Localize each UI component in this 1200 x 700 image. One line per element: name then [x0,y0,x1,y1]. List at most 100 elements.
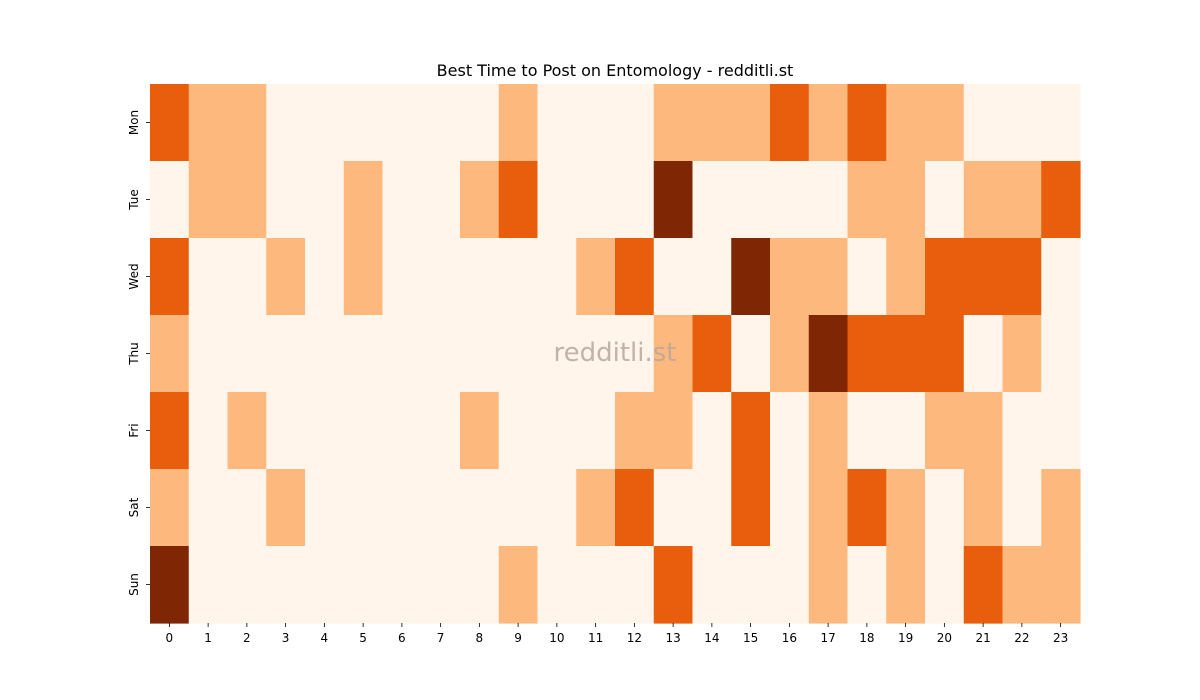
x-tick-label: 2 [243,631,251,645]
heatmap-cell-sun-17 [808,546,849,624]
heatmap-cell-sat-5 [343,469,384,547]
heatmap-cell-fri-1 [188,392,229,470]
heatmap-cell-tue-8 [460,161,500,239]
heatmap-cell-thu-13 [653,315,694,393]
heatmap-cell-tue-3 [266,161,306,239]
heatmap-cell-sat-11 [576,469,616,547]
heatmap-cell-thu-19 [886,315,926,393]
heatmap-cell-tue-20 [925,161,965,239]
heatmap-cell-sat-19 [886,469,926,547]
heatmap-cell-wed-19 [886,238,926,316]
heatmap-cell-wed-22 [1002,238,1042,316]
x-tick-label: 12 [627,631,642,645]
heatmap-cell-fri-14 [692,392,732,470]
heatmap-cell-sun-12 [615,546,655,624]
heatmap-cell-sun-15 [731,546,771,624]
heatmap-cell-sat-22 [1002,469,1042,547]
heatmap-cell-tue-5 [343,161,384,239]
heatmap-cell-sun-2 [227,546,267,624]
y-tick-label: Tue [127,189,141,211]
x-tick-label: 3 [282,631,290,645]
heatmap-cell-tue-14 [692,161,732,239]
y-tick-label: Wed [127,263,141,289]
heatmap-cell-fri-12 [615,392,655,470]
heatmap-cell-sat-15 [731,469,771,547]
heatmap-cell-mon-5 [343,84,384,162]
heatmap-cell-sat-14 [692,469,732,547]
heatmap-cell-sat-16 [770,469,810,547]
heatmap-cell-thu-21 [963,315,1004,393]
heatmap-cell-thu-0 [150,315,190,393]
heatmap-cell-sun-10 [537,546,577,624]
heatmap-cell-thu-1 [188,315,229,393]
heatmap-cell-tue-12 [615,161,655,239]
heatmap-cell-sun-11 [576,546,616,624]
heatmap-cell-thu-14 [692,315,732,393]
heatmap-cell-fri-13 [653,392,694,470]
heatmap-cell-tue-0 [150,161,190,239]
heatmap-cell-sun-20 [925,546,965,624]
x-tick-label: 13 [665,631,680,645]
heatmap-cell-mon-16 [770,84,810,162]
heatmap-cell-fri-16 [770,392,810,470]
x-tick-label: 22 [1014,631,1029,645]
heatmap-cell-sun-19 [886,546,926,624]
heatmap-cell-tue-23 [1041,161,1081,239]
heatmap-cell-sun-22 [1002,546,1042,624]
heatmap-cell-fri-6 [382,392,422,470]
heatmap-cell-fri-4 [305,392,345,470]
heatmap-cell-wed-10 [537,238,577,316]
x-tick-label: 4 [321,631,329,645]
heatmap-cell-sun-5 [343,546,384,624]
heatmap-cell-mon-21 [963,84,1004,162]
heatmap-cell-mon-13 [653,84,694,162]
heatmap-cell-fri-18 [847,392,887,470]
heatmap-cell-thu-6 [382,315,422,393]
x-tick-label: 16 [782,631,797,645]
heatmap-cell-sun-3 [266,546,306,624]
heatmap-cell-sun-6 [382,546,422,624]
heatmap-cell-wed-9 [498,238,539,316]
heatmap-cell-sat-4 [305,469,345,547]
heatmap-cell-mon-22 [1002,84,1042,162]
heatmap-cell-tue-11 [576,161,616,239]
heatmap-cell-thu-9 [498,315,539,393]
x-tick-label: 21 [975,631,990,645]
heatmap-cell-sat-9 [498,469,539,547]
heatmap-cell-sun-1 [188,546,229,624]
x-tick-label: 14 [704,631,719,645]
x-tick-label: 6 [398,631,406,645]
heatmap-cell-wed-0 [150,238,190,316]
heatmap-cell-sun-14 [692,546,732,624]
heatmap-cell-tue-21 [963,161,1004,239]
heatmap-cell-wed-4 [305,238,345,316]
heatmap-cell-wed-21 [963,238,1004,316]
heatmap-cell-fri-23 [1041,392,1081,470]
heatmap-cell-fri-8 [460,392,500,470]
heatmap-cell-thu-23 [1041,315,1081,393]
heatmap-cell-sun-0 [150,546,190,624]
heatmap-cell-mon-17 [808,84,849,162]
x-tick-label: 20 [937,631,952,645]
x-axis: 0 1 2 3 4 5 6 7 8 9 10 11 12 13 14 15 16 17 18 19 20 21 22 23 [166,623,1068,645]
heatmap-cell-fri-11 [576,392,616,470]
heatmap-cell-mon-7 [421,84,461,162]
heatmap-cell-wed-6 [382,238,422,316]
x-tick-label: 15 [743,631,758,645]
heatmap-cell-wed-15 [731,238,771,316]
x-tick-label: 18 [859,631,874,645]
heatmap-cell-mon-14 [692,84,732,162]
heatmap-cell-sat-18 [847,469,887,547]
heatmap-cell-sun-21 [963,546,1004,624]
x-tick-label: 8 [476,631,484,645]
heatmap-cell-wed-18 [847,238,887,316]
heatmap-cell-sat-0 [150,469,190,547]
x-tick-label: 19 [898,631,913,645]
chart-title: Best Time to Post on Entomology - reddit… [437,61,794,80]
y-tick-label: Mon [127,110,141,135]
heatmap-cell-mon-4 [305,84,345,162]
heatmap-cell-wed-14 [692,238,732,316]
heatmap-cell-sat-23 [1041,469,1081,547]
heatmap-cell-sun-23 [1041,546,1081,624]
heatmap-cell-fri-19 [886,392,926,470]
